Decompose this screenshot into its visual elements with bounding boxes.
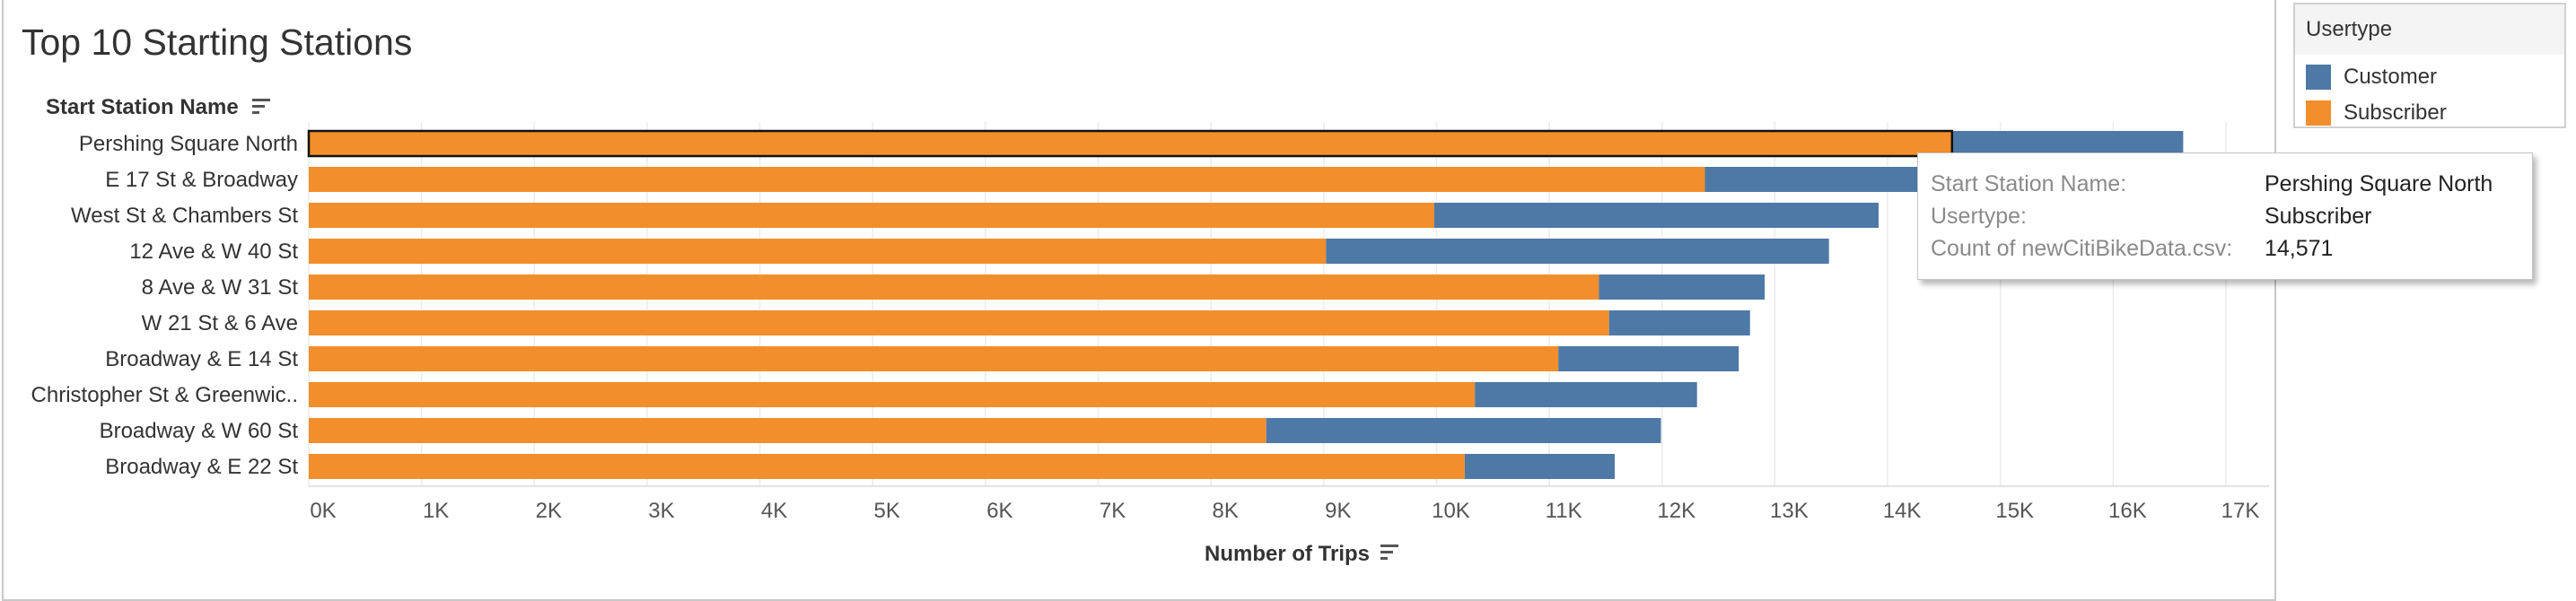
x-tick-label: 1K bbox=[423, 499, 449, 523]
legend-swatch-customer bbox=[2306, 65, 2331, 90]
x-tick-label: 15K bbox=[1995, 499, 2034, 523]
bar-customer[interactable] bbox=[1475, 382, 1697, 407]
bar-subscriber[interactable] bbox=[309, 346, 1559, 371]
bar-subscriber[interactable] bbox=[309, 382, 1476, 407]
category-label[interactable]: Christopher St & Greenwic.. bbox=[31, 383, 298, 407]
tooltip: Start Station Name: Pershing Square North… bbox=[1917, 152, 2533, 280]
tooltip-key: Usertype: bbox=[1931, 204, 2027, 229]
x-tick-label: 11K bbox=[1546, 499, 1582, 523]
x-axis-label[interactable]: Number of Trips bbox=[1205, 542, 1370, 566]
bar-customer[interactable] bbox=[1704, 167, 1959, 192]
category-label[interactable]: W 21 St & 6 Ave bbox=[142, 311, 298, 335]
sort-descending-icon[interactable] bbox=[252, 99, 270, 114]
tooltip-value: Pershing Square North bbox=[2265, 171, 2493, 196]
category-label[interactable]: West St & Chambers St bbox=[71, 204, 298, 228]
tooltip-key: Start Station Name: bbox=[1931, 171, 2127, 196]
x-tick-label: 14K bbox=[1883, 499, 1922, 523]
tooltip-row-count: Count of newCitiBikeData.csv: 14,571 bbox=[1931, 232, 2333, 265]
x-tick-label: 17K bbox=[2221, 499, 2260, 523]
category-label[interactable]: 8 Ave & W 31 St bbox=[142, 275, 299, 300]
labels-layer: Pershing Square North E 17 St & Broadway W… bbox=[31, 132, 299, 479]
x-tick-label: 5K bbox=[874, 499, 900, 523]
category-label[interactable]: E 17 St & Broadway bbox=[105, 168, 298, 192]
x-tick-label: 8K bbox=[1212, 499, 1238, 523]
x-tick-label: 7K bbox=[1100, 499, 1126, 523]
legend-title: Usertype bbox=[2295, 4, 2564, 55]
bar-subscriber[interactable] bbox=[309, 203, 1434, 228]
tooltip-row-station: Start Station Name: Pershing Square North bbox=[1931, 168, 2493, 200]
category-label[interactable]: Broadway & W 60 St bbox=[100, 419, 299, 443]
bar-customer[interactable] bbox=[1326, 239, 1829, 264]
bar-subscriber[interactable] bbox=[307, 129, 1954, 158]
x-axis: 0K 1K 2K 3K 4K 5K 6K 7K 8K 9K 10K 11K 12K 13K 14K 15K 16… bbox=[309, 485, 2269, 523]
bar-customer[interactable] bbox=[1266, 418, 1661, 443]
bar-chart: Pershing Square North E 17 St & Broadway W… bbox=[31, 95, 2269, 566]
legend-label: Customer bbox=[2344, 65, 2438, 89]
bar-subscriber[interactable] bbox=[309, 454, 1465, 479]
bar-subscriber[interactable] bbox=[309, 274, 1599, 300]
legend: Usertype Customer Subscriber bbox=[2293, 3, 2566, 128]
category-label[interactable]: Pershing Square North bbox=[79, 132, 298, 156]
x-tick-label: 3K bbox=[648, 499, 674, 523]
sort-descending-icon[interactable] bbox=[1380, 544, 1398, 560]
x-tick-label: 9K bbox=[1325, 499, 1351, 523]
category-label[interactable]: 12 Ave & W 40 St bbox=[129, 240, 298, 264]
legend-item-customer[interactable]: Customer bbox=[2306, 64, 2437, 91]
x-tick-label: 10K bbox=[1432, 499, 1470, 523]
legend-swatch-subscriber bbox=[2306, 100, 2331, 126]
bar-subscriber[interactable] bbox=[309, 239, 1327, 264]
viz-frame bbox=[2, 0, 2276, 601]
tooltip-row-usertype: Usertype: Subscriber bbox=[1931, 200, 2372, 232]
chart-title: Top 10 Starting Stations bbox=[22, 22, 413, 63]
category-label[interactable]: Broadway & E 14 St bbox=[105, 347, 298, 371]
x-tick-label: 6K bbox=[986, 499, 1012, 523]
x-tick-label: 16K bbox=[2108, 499, 2147, 523]
tooltip-value: 14,571 bbox=[2265, 236, 2334, 261]
x-tick-label: 2K bbox=[536, 499, 562, 523]
x-tick-label: 0K bbox=[310, 499, 336, 523]
bars-layer[interactable] bbox=[307, 129, 2184, 479]
x-tick-label: 12K bbox=[1657, 499, 1695, 523]
bar-customer[interactable] bbox=[1464, 454, 1615, 479]
bar-subscriber[interactable] bbox=[309, 418, 1266, 443]
x-tick-label: 4K bbox=[761, 499, 787, 523]
bar-customer[interactable] bbox=[1951, 131, 2184, 156]
bar-customer[interactable] bbox=[1608, 310, 1750, 335]
tooltip-value: Subscriber bbox=[2265, 204, 2372, 229]
legend-item-subscriber[interactable]: Subscriber bbox=[2306, 100, 2447, 126]
x-tick-label: 13K bbox=[1770, 499, 1809, 523]
legend-label: Subscriber bbox=[2344, 100, 2447, 125]
bar-customer[interactable] bbox=[1433, 203, 1879, 228]
tooltip-key: Count of newCitiBikeData.csv: bbox=[1931, 236, 2233, 261]
category-axis-header[interactable]: Start Station Name bbox=[46, 95, 239, 119]
bar-subscriber[interactable] bbox=[309, 310, 1609, 335]
bar-customer[interactable] bbox=[1599, 274, 1766, 300]
bar-subscriber[interactable] bbox=[309, 167, 1705, 192]
category-label[interactable]: Broadway & E 22 St bbox=[105, 455, 298, 479]
bar-customer[interactable] bbox=[1558, 346, 1739, 371]
